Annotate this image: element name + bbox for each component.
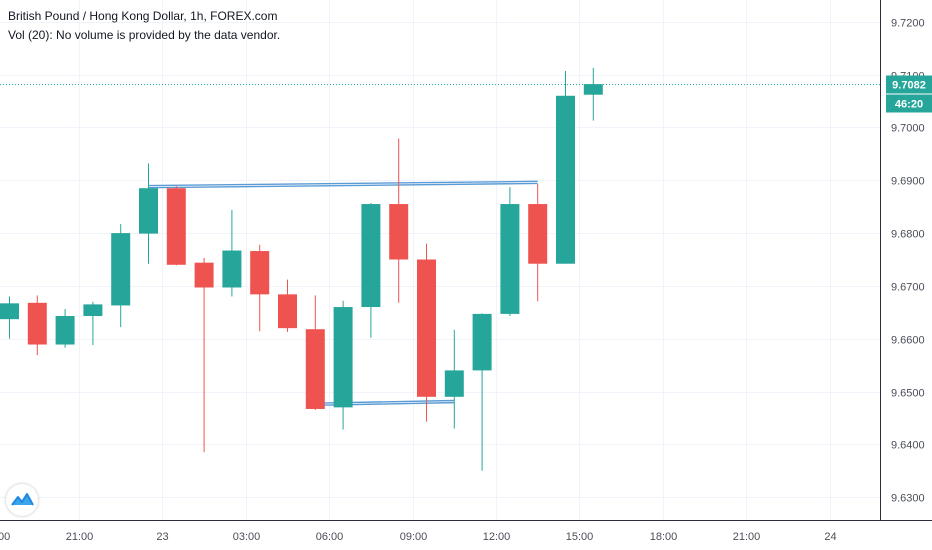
candle-body-up[interactable] <box>472 313 492 371</box>
last-price-label: 9.7082 <box>892 80 926 92</box>
candle-body-down[interactable] <box>528 204 548 264</box>
y-tick-label: 9.7200 <box>891 18 925 30</box>
candle-body-up[interactable] <box>500 204 520 314</box>
candle-body-up[interactable] <box>55 316 75 345</box>
x-tick-label: 23 <box>156 531 168 543</box>
y-tick-label: 9.6600 <box>891 335 925 347</box>
candle-body-up[interactable] <box>583 84 603 95</box>
x-tick-label: 18:00 <box>0 531 10 543</box>
y-tick-label: 9.6500 <box>891 388 925 400</box>
x-tick-label: 12:00 <box>483 531 511 543</box>
candle-body-up[interactable] <box>139 188 158 234</box>
candle-body-down[interactable] <box>417 259 436 397</box>
candle-body-down[interactable] <box>166 188 186 265</box>
candle-body-down[interactable] <box>250 251 270 295</box>
candle-body-down[interactable] <box>194 262 214 288</box>
candle-body-down[interactable] <box>278 294 297 329</box>
countdown-tag <box>886 94 932 113</box>
chart-title: British Pound / Hong Kong Dollar, 1h, FO… <box>8 9 278 23</box>
y-tick-label: 9.6400 <box>891 440 925 452</box>
x-tick-label: 03:00 <box>233 531 261 543</box>
candle-body-up[interactable] <box>111 233 131 306</box>
volume-note: Vol (20): No volume is provided by the d… <box>8 28 281 42</box>
candle-body-up[interactable] <box>444 370 464 397</box>
x-tick-label: 15:00 <box>566 531 594 543</box>
trendline[interactable] <box>148 180 538 187</box>
x-tick-label: 21:00 <box>733 531 761 543</box>
x-tick-label: 06:00 <box>316 531 344 543</box>
y-tick-label: 9.6700 <box>891 282 925 294</box>
x-tick-label: 24 <box>824 531 836 543</box>
candle-body-down[interactable] <box>389 204 409 260</box>
candle-body-down[interactable] <box>305 329 325 409</box>
candle-body-up[interactable] <box>222 250 242 288</box>
candle-body-down[interactable] <box>27 302 47 345</box>
candle-body-up[interactable] <box>333 307 353 408</box>
countdown-label: 46:20 <box>895 99 923 111</box>
trendline[interactable] <box>148 182 538 189</box>
tradingview-logo-icon[interactable] <box>6 484 38 516</box>
y-tick-label: 9.6300 <box>891 493 925 505</box>
y-tick-label: 9.7000 <box>891 123 925 135</box>
candle-body-up[interactable] <box>83 304 103 317</box>
x-tick-label: 18:00 <box>650 531 678 543</box>
candle-body-up[interactable] <box>361 204 381 308</box>
x-tick-label: 21:00 <box>66 531 94 543</box>
y-tick-label: 9.6900 <box>891 176 925 188</box>
y-tick-label: 9.6800 <box>891 229 925 241</box>
x-tick-label: 09:00 <box>400 531 428 543</box>
last-price-tag <box>886 75 932 94</box>
candle-body-up[interactable] <box>0 303 19 320</box>
candle-body-up[interactable] <box>556 95 575 264</box>
